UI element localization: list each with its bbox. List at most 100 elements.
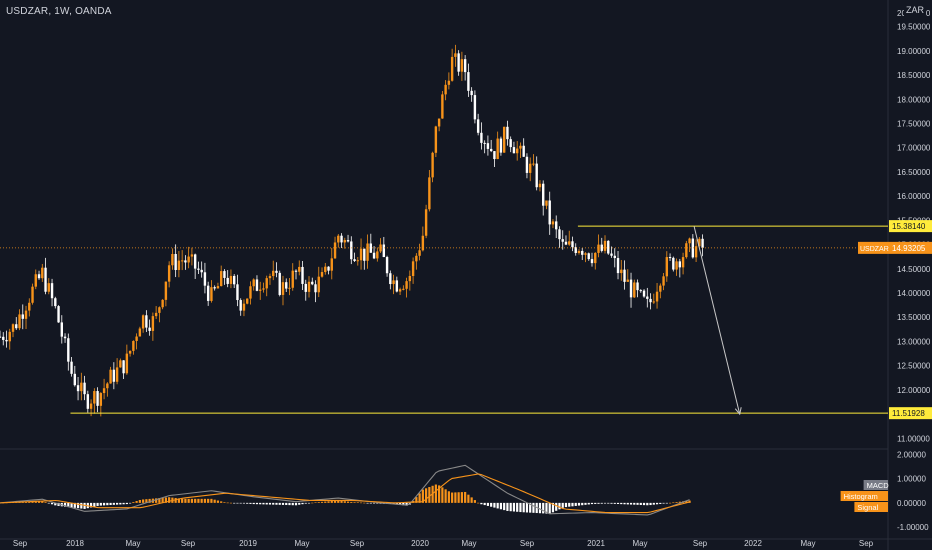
macd-histogram-bar	[268, 502, 272, 505]
macd-histogram-bar	[174, 497, 177, 503]
candle-body	[252, 279, 255, 287]
macd-legend-tag: MACD	[867, 481, 890, 490]
macd-histogram-bar	[545, 502, 548, 514]
macd-histogram-bar	[363, 502, 366, 504]
candle-body	[246, 298, 249, 304]
macd-histogram-bar	[47, 502, 50, 504]
macd-histogram-bar	[333, 500, 337, 503]
macd-histogram-bar	[80, 502, 83, 509]
price-tick-label: 12.00000	[897, 386, 931, 395]
macd-histogram-bar	[262, 502, 265, 505]
currency-label: ZAR	[904, 4, 926, 16]
candle-body	[2, 336, 5, 340]
candle-body	[577, 250, 581, 253]
candle-body	[63, 336, 67, 339]
candle-body	[96, 391, 99, 406]
candle-body	[54, 298, 57, 307]
macd-histogram-bar	[148, 498, 151, 503]
candle-body	[73, 373, 77, 386]
macd-histogram-bar	[200, 498, 203, 503]
macd-histogram-bar	[93, 502, 96, 507]
candle-body	[685, 243, 688, 258]
macd-histogram-bar	[486, 502, 490, 506]
candle-body	[122, 360, 125, 374]
macd-histogram-bar	[304, 502, 307, 504]
macd-histogram-bar	[584, 502, 587, 505]
macd-histogram-bar	[636, 502, 639, 505]
macd-histogram-bar	[512, 502, 516, 512]
macd-histogram-bar	[688, 500, 691, 503]
macd-histogram-bar	[135, 501, 138, 503]
macd-histogram-bar	[402, 502, 405, 506]
macd-histogram-bar	[457, 492, 460, 503]
macd-histogram-bar	[184, 498, 187, 503]
time-axis-label: Sep	[520, 539, 535, 548]
macd-histogram-bar	[538, 502, 542, 514]
macd-histogram-bar	[291, 502, 294, 506]
candle-body	[424, 209, 428, 236]
macd-histogram-bar	[129, 502, 132, 504]
candle-body	[337, 235, 340, 243]
candle-body	[151, 316, 155, 331]
support-price-label: 11.51928	[892, 409, 925, 418]
macd-histogram-bar	[109, 502, 112, 506]
projection-arrow	[693, 226, 741, 415]
candle-body	[206, 285, 210, 301]
candle-body	[128, 350, 132, 354]
candle-body	[694, 246, 698, 258]
macd-histogram-bar	[470, 497, 473, 503]
candle-body	[506, 126, 509, 140]
symbol-title: USDZAR, 1W, OANDA	[6, 6, 112, 17]
candle-body	[15, 324, 18, 329]
candle-body	[499, 138, 503, 153]
candle-body	[538, 183, 542, 188]
macd-histogram-bar	[24, 501, 28, 503]
candle-body	[668, 257, 672, 259]
macd-histogram-bar	[415, 497, 418, 503]
macd-histogram-bar	[288, 502, 291, 506]
candle-body	[415, 255, 418, 262]
candle-body	[584, 253, 587, 255]
candle-body	[428, 177, 431, 210]
last-symbol-tag: USDZAR	[860, 246, 889, 253]
macd-histogram-bar	[451, 492, 454, 503]
candle-body	[411, 261, 415, 277]
macd-histogram-bar	[571, 502, 574, 507]
candle-body	[483, 142, 486, 144]
candle-body	[450, 56, 454, 81]
macd-histogram-bar	[603, 502, 607, 504]
candle-body	[255, 279, 259, 291]
macd-histogram-bar	[369, 502, 372, 504]
candle-body	[288, 287, 291, 289]
candle-body	[76, 385, 80, 392]
candle-body	[18, 314, 21, 329]
macd-histogram-bar	[327, 501, 330, 503]
candle-body	[37, 274, 41, 279]
candle-body	[294, 270, 298, 272]
candle-body	[210, 287, 213, 301]
candle-body	[229, 275, 233, 284]
candle-body	[480, 132, 483, 143]
macd-histogram-bar	[161, 497, 164, 503]
macd-histogram-bar	[464, 491, 467, 503]
macd-histogram-bar	[44, 502, 47, 503]
candle-body	[395, 280, 399, 292]
price-tick-label: 14.50000	[897, 265, 931, 274]
candle-body	[138, 328, 142, 337]
candle-body	[437, 118, 441, 127]
candle-body	[44, 267, 47, 292]
macd-histogram-bar	[158, 498, 161, 503]
candle-body	[528, 163, 532, 173]
price-tick-label: 19.50000	[897, 23, 931, 32]
macd-histogram-bar	[483, 502, 486, 506]
macd-histogram-bar	[558, 502, 561, 510]
macd-histogram-bar	[307, 502, 311, 504]
macd-tick-label: 0.00000	[897, 499, 926, 508]
candle-body	[125, 353, 129, 374]
candle-body	[268, 276, 272, 279]
candle-body	[493, 151, 496, 160]
candle-body	[476, 119, 480, 133]
candle-body	[320, 272, 324, 277]
macd-histogram-bar	[460, 492, 463, 503]
candle-body	[590, 259, 594, 264]
